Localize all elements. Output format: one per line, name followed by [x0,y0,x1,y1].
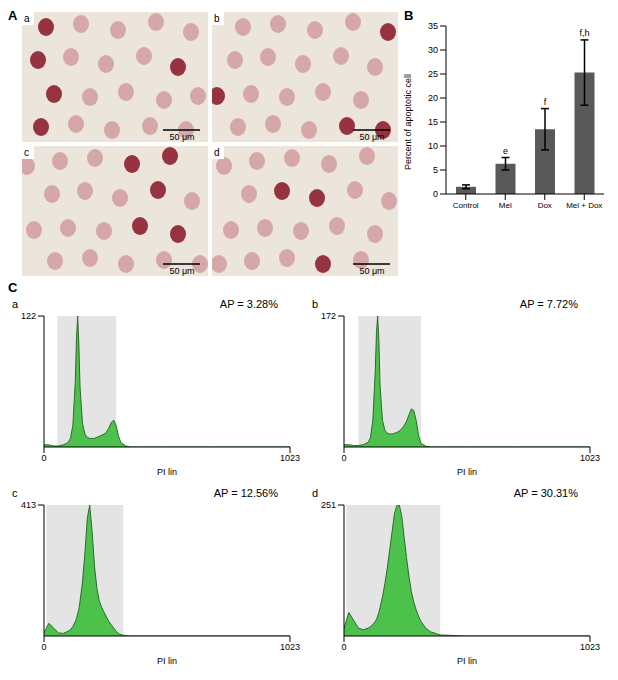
svg-text:5: 5 [433,165,438,175]
svg-text:PI lin: PI lin [157,656,177,666]
svg-text:0: 0 [41,642,46,652]
html-text:C: C [8,280,18,295]
html-text:a: a [12,298,19,310]
svg-text:0: 0 [341,642,346,652]
svg-text:20: 20 [428,93,438,103]
svg-text:413: 413 [21,500,36,510]
svg-text:0: 0 [341,453,346,463]
svg-text:0: 0 [433,189,438,199]
svg-text:30: 30 [428,45,438,55]
svg-text:f,h: f,h [579,28,589,38]
svg-text:e: e [503,146,508,156]
svg-text:Dox: Dox [538,201,552,210]
svg-text:0: 0 [41,453,46,463]
html-text:b: b [312,298,319,310]
html-text:c: c [12,487,18,499]
svg-text:Control: Control [453,201,479,210]
svg-text:PI lin: PI lin [457,467,477,477]
svg-text:1023: 1023 [580,642,600,652]
svg-text:25: 25 [428,69,438,79]
svg-text:35: 35 [428,21,438,31]
svg-text:50 μm: 50 μm [169,132,194,142]
svg-text:251: 251 [321,500,336,510]
svg-text:d: d [214,147,220,158]
svg-text:c: c [24,147,29,158]
svg-text:15: 15 [428,117,438,127]
html-text:A: A [8,8,18,23]
svg-text:1023: 1023 [580,453,600,463]
svg-text:Percent of apoptotic cell: Percent of apoptotic cell [403,74,413,170]
svg-text:a: a [24,13,30,24]
svg-text:50 μm: 50 μm [359,266,384,276]
svg-text:Mel: Mel [499,201,512,210]
svg-text:f: f [544,97,547,107]
svg-text:PI lin: PI lin [457,656,477,666]
html-text:B: B [404,8,414,23]
html-text:AP = 7.72%: AP = 7.72% [519,298,578,310]
svg-text:Mel + Dox: Mel + Dox [566,201,602,210]
svg-text:b: b [214,13,220,24]
html-text:d: d [312,487,319,499]
svg-text:172: 172 [321,311,336,321]
svg-text:10: 10 [428,141,438,151]
svg-text:50 μm: 50 μm [169,266,194,276]
html-text:AP = 3.28%: AP = 3.28% [219,298,278,310]
svg-text:PI lin: PI lin [157,467,177,477]
html-text:AP = 30.31%: AP = 30.31% [513,487,578,499]
svg-text:50 μm: 50 μm [359,132,384,142]
svg-text:1023: 1023 [280,453,300,463]
html-text:AP = 12.56%: AP = 12.56% [213,487,278,499]
svg-text:1023: 1023 [280,642,300,652]
svg-text:122: 122 [21,311,36,321]
